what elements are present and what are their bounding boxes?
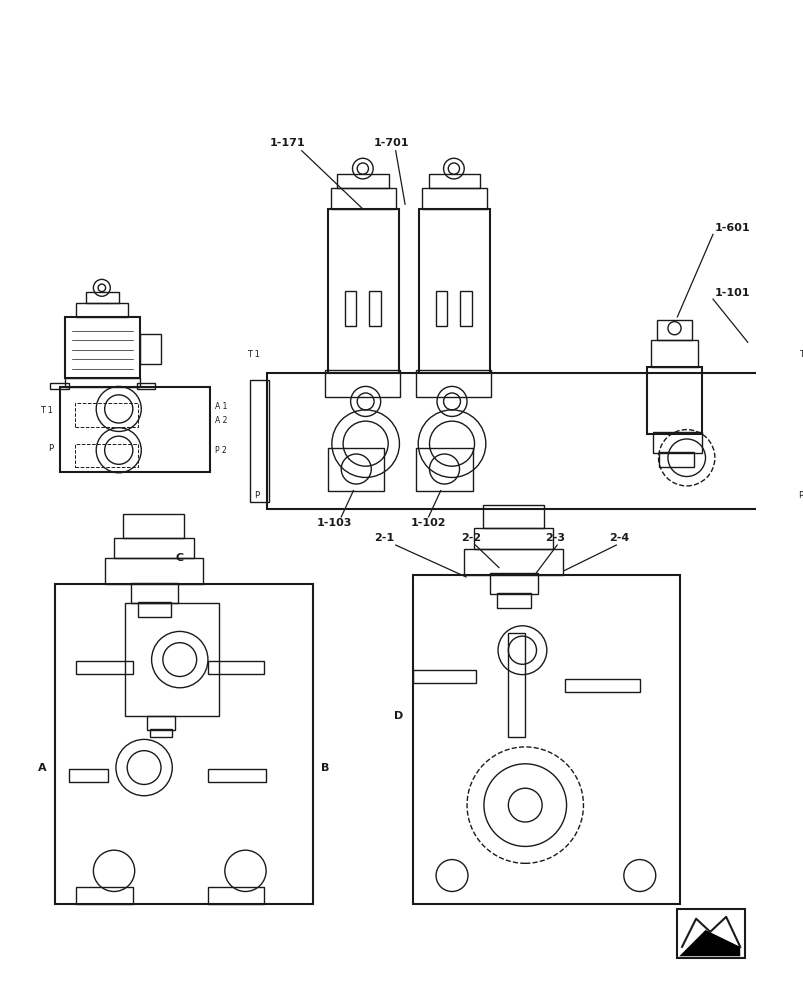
Text: 2-4: 2-4 [608, 533, 629, 543]
Text: 1-103: 1-103 [316, 518, 352, 528]
Bar [137, 602, 171, 617]
Bar [50, 383, 69, 389]
Text: 2-2: 2-2 [460, 533, 480, 543]
Bar [104, 558, 203, 584]
Bar [416, 370, 491, 397]
Bar [141, 334, 161, 364]
Bar [789, 380, 803, 502]
Bar [646, 367, 701, 434]
Bar [55, 584, 312, 904]
Bar [658, 452, 693, 467]
Text: 1-101: 1-101 [714, 288, 749, 298]
Bar [422, 188, 486, 209]
Text: P 1: P 1 [798, 491, 803, 500]
Text: P: P [48, 444, 53, 453]
Bar [416, 448, 472, 491]
Bar [59, 387, 210, 472]
Text: A 2: A 2 [215, 416, 227, 425]
Text: 1-701: 1-701 [373, 138, 408, 148]
Bar [652, 432, 701, 453]
Bar [76, 303, 128, 317]
Bar [69, 769, 108, 782]
Bar [435, 291, 446, 326]
Bar [114, 538, 194, 558]
Text: P 2: P 2 [215, 446, 227, 455]
Bar [131, 583, 177, 603]
Bar [86, 292, 119, 303]
Bar [328, 448, 384, 491]
Bar [418, 209, 489, 373]
Bar [149, 729, 172, 737]
Bar [564, 679, 639, 692]
Text: 1-601: 1-601 [714, 223, 749, 233]
Bar [489, 573, 538, 594]
Bar [125, 603, 219, 716]
Bar [496, 593, 530, 608]
Text: 2-1: 2-1 [374, 533, 394, 543]
Bar [75, 444, 138, 467]
Bar [147, 716, 175, 730]
Text: T: T [798, 350, 803, 359]
Bar [656, 320, 691, 340]
Bar [208, 769, 266, 782]
Text: T 1: T 1 [247, 350, 259, 359]
Bar [483, 505, 544, 528]
Bar [208, 887, 264, 904]
Bar [331, 188, 395, 209]
Bar [473, 528, 552, 549]
Bar [412, 670, 476, 683]
Text: T 1: T 1 [40, 406, 53, 415]
Bar [65, 317, 141, 378]
Text: 1-171: 1-171 [270, 138, 305, 148]
Text: 2-3: 2-3 [544, 533, 565, 543]
Bar [460, 291, 471, 326]
Bar [463, 549, 562, 575]
Bar [369, 291, 380, 326]
Bar [428, 174, 479, 188]
Text: 1-102: 1-102 [410, 518, 446, 528]
Bar [76, 887, 132, 904]
Text: P: P [254, 491, 259, 500]
Text: D: D [393, 711, 402, 721]
Bar [412, 575, 679, 904]
Bar [137, 383, 155, 389]
Bar [325, 370, 400, 397]
Bar [65, 378, 141, 387]
Text: C: C [176, 553, 184, 563]
Bar [208, 661, 264, 674]
Text: A: A [38, 763, 47, 773]
Text: A 1: A 1 [215, 402, 227, 411]
Bar [507, 633, 524, 737]
Polygon shape [679, 930, 740, 956]
Bar [337, 174, 389, 188]
Bar [676, 909, 744, 958]
Bar [267, 373, 792, 509]
Text: B: B [320, 763, 328, 773]
Bar [344, 291, 356, 326]
Bar [250, 380, 269, 502]
Bar [124, 514, 184, 538]
Bar [76, 661, 132, 674]
Bar [75, 403, 138, 427]
Bar [328, 209, 398, 373]
Bar [650, 340, 697, 367]
